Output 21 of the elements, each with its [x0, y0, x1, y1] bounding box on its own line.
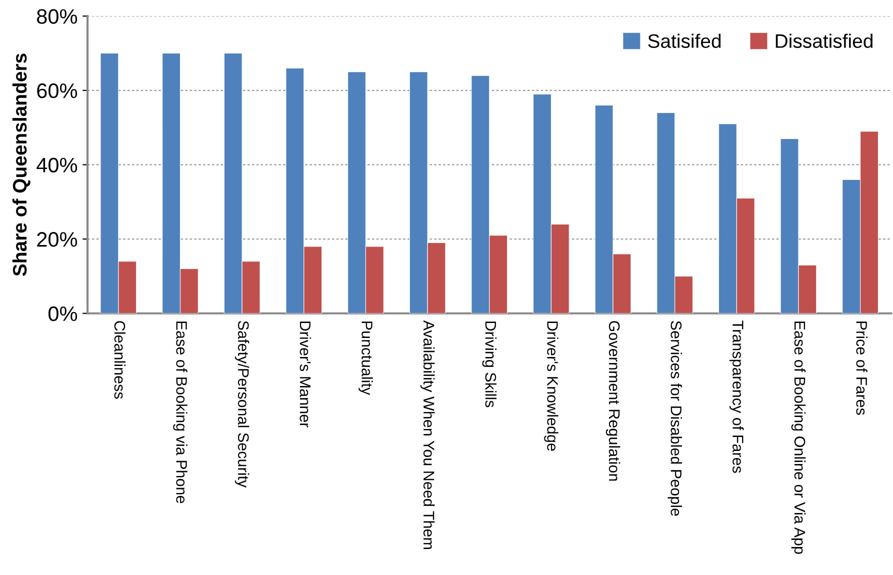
legend-label: Satisifed	[648, 34, 721, 48]
x-tick-label: Driving Skills	[482, 322, 496, 408]
x-tick-label: Transparency of Fares	[730, 320, 744, 473]
x-tick-label: Punctuality	[358, 322, 373, 396]
y-tick-label: 0%	[48, 306, 78, 322]
x-tick-label: Safety/Personal Security	[234, 321, 250, 488]
x-tick-label: Ease of Booking via Phone	[173, 322, 188, 504]
x-tick-label: Driver's Manner	[300, 322, 312, 428]
y-tick-label: 60%	[37, 83, 78, 98]
x-tick-label: Price of Fares	[856, 322, 868, 415]
x-tick-label: Government Regulation	[606, 321, 620, 481]
x-tick-label: Driver's Knowledge	[544, 322, 558, 451]
y-tick-label: 20%	[37, 232, 78, 247]
y-tick-label: 80%	[37, 9, 78, 24]
legend-label: Dissatisfied	[776, 34, 872, 48]
x-tick-label: Availability When You Need Them	[420, 320, 435, 549]
x-tick-label: Cleanliness	[114, 321, 126, 399]
x-tick-label: Services for Disabled People	[668, 321, 682, 516]
x-tick-label: Ease of Booking Online or Via App	[791, 322, 806, 554]
y-tick-label: 40%	[36, 158, 78, 172]
y-axis-title: Share of Queenslanders	[12, 54, 30, 276]
